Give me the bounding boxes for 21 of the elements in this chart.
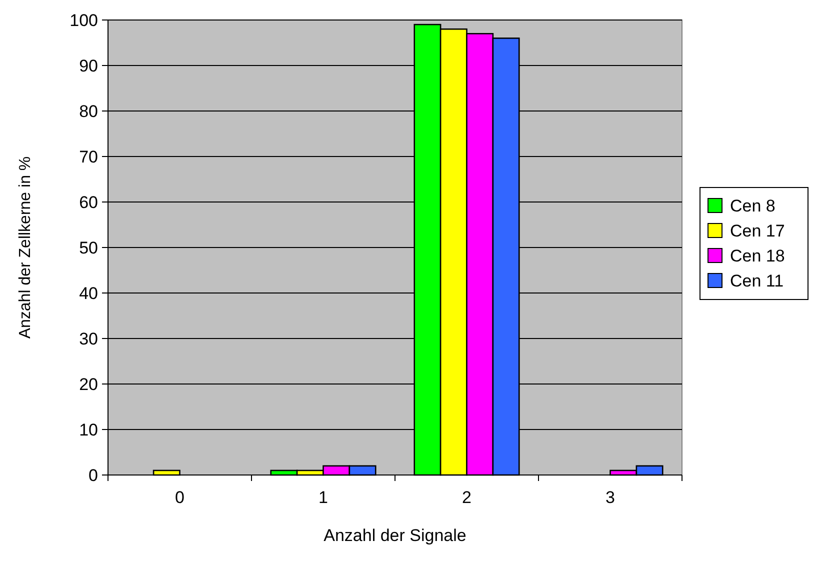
y-tick-label: 60 bbox=[79, 192, 98, 212]
x-tick-label: 3 bbox=[606, 488, 615, 507]
y-tick-label: 30 bbox=[79, 329, 98, 348]
y-tick-label: 50 bbox=[79, 238, 98, 258]
y-tick-label: 90 bbox=[79, 56, 98, 76]
y-tick-label: 80 bbox=[79, 102, 98, 121]
y-tick-label: 70 bbox=[79, 147, 98, 166]
legend-label: Cen 11 bbox=[730, 271, 784, 290]
y-tick-label: 0 bbox=[88, 466, 98, 485]
x-tick-label: 0 bbox=[175, 488, 184, 507]
y-axis-title: Anzahl der Zellkerne in % bbox=[17, 156, 34, 339]
legend-label: Cen 17 bbox=[730, 221, 785, 240]
x-tick-label: 1 bbox=[318, 488, 328, 507]
legend-label: Cen 18 bbox=[730, 246, 785, 266]
x-tick-label: 2 bbox=[462, 488, 472, 507]
y-tick-label: 20 bbox=[79, 374, 98, 394]
legend-label: Cen 8 bbox=[730, 196, 776, 216]
y-tick-label: 10 bbox=[79, 420, 98, 440]
x-axis-title: Anzahl der Signale bbox=[324, 526, 466, 545]
y-tick-label: 100 bbox=[70, 10, 98, 30]
y-tick-label: 40 bbox=[79, 284, 98, 303]
